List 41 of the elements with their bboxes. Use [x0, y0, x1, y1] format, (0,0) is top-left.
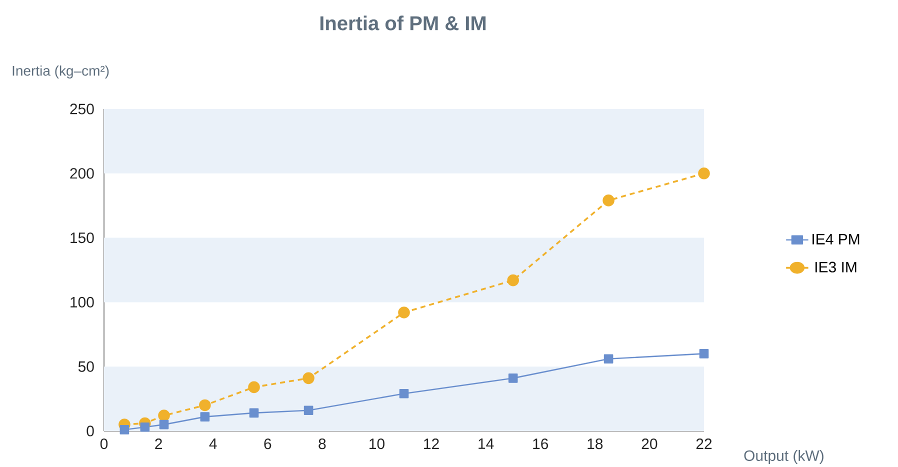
x-tick-label: 6 [264, 438, 272, 449]
point [507, 274, 519, 286]
point [140, 422, 150, 432]
legend-label: IE3 IM [815, 262, 856, 272]
x-tick-label: 10 [370, 438, 384, 449]
x-tick-label: 12 [424, 438, 439, 449]
point [249, 408, 259, 418]
x-tick-label: 8 [318, 438, 326, 449]
y-tick-label: 100 [70, 296, 94, 308]
point [604, 354, 614, 364]
legend-label: IE4 PM [812, 234, 860, 244]
y-axis-title: Inertia (kg–cm²) [12, 65, 109, 78]
point [304, 406, 314, 415]
point [159, 420, 169, 430]
point [602, 194, 614, 206]
y-tick-label: 0 [86, 426, 94, 436]
y-tick-label: 200 [70, 168, 94, 179]
point [302, 372, 314, 384]
point [199, 399, 211, 411]
x-tick-label: 20 [642, 438, 658, 449]
point [399, 388, 409, 398]
x-tick-label: 14 [478, 438, 494, 449]
y-tick-label: 50 [78, 361, 94, 372]
x-tick-label: 16 [533, 438, 548, 449]
y-tick-label: 250 [70, 104, 94, 114]
point [699, 348, 709, 358]
x-tick-label: 0 [100, 438, 108, 449]
x-tick-label: 22 [696, 438, 712, 449]
point [200, 412, 210, 422]
y-tick-label: 150 [70, 232, 94, 243]
point [248, 381, 260, 393]
point [158, 409, 170, 422]
x-tick-label: 2 [155, 438, 162, 449]
x-tick-label: 18 [588, 438, 603, 449]
chart-title: Inertia of PM & IM [320, 15, 486, 30]
point [120, 424, 130, 434]
x-tick-label: 4 [209, 438, 217, 449]
x-axis-title: Output (kW) [744, 450, 824, 464]
point [398, 306, 410, 318]
point [698, 167, 710, 180]
point [508, 373, 518, 383]
